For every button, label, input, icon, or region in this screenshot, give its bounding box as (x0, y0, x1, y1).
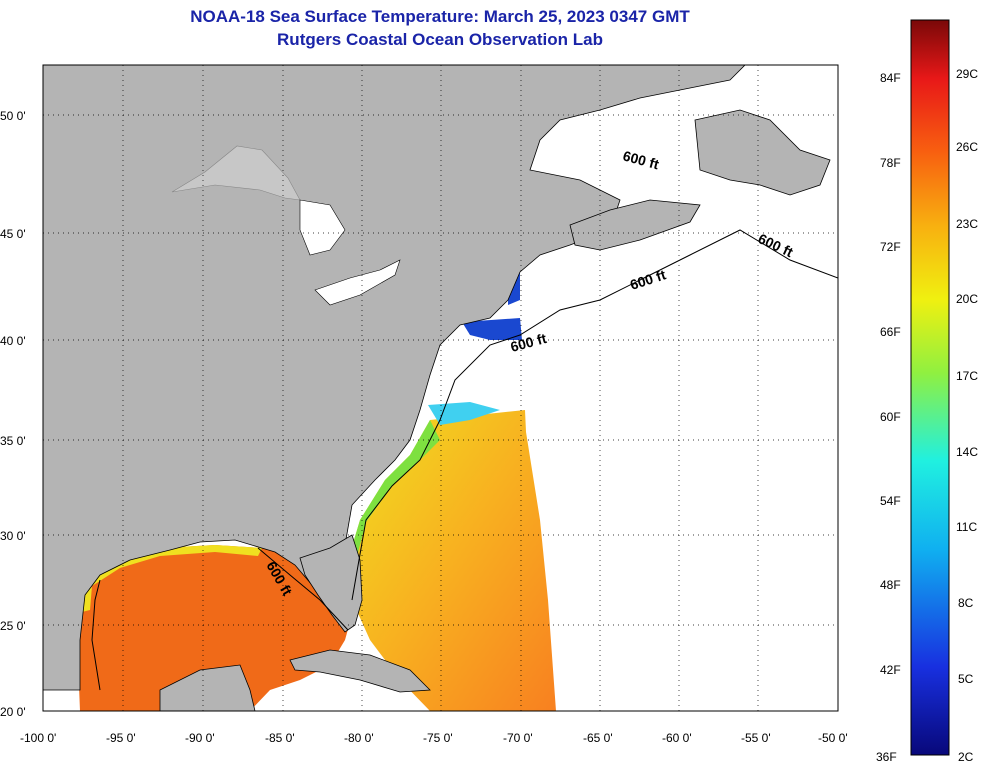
lat-tick-label: 20 0' (0, 705, 26, 719)
colorbar-c-label: 11C (956, 520, 977, 534)
colorbar-c-label: 23C (956, 217, 978, 231)
colorbar-c-label: 8C (958, 596, 974, 610)
gulfstream-cool-patch (428, 402, 500, 425)
lon-tick-label: -80 0' (344, 731, 374, 745)
plot-frame (42, 64, 839, 712)
lon-tick-label: -50 0' (818, 731, 848, 745)
lon-axis: -100 0' -95 0' -90 0' -85 0' -80 0' -75 … (20, 731, 848, 745)
colorbar-f-label: 66F (880, 325, 901, 339)
cuba-land (289, 649, 431, 693)
colorbar-c-label: 17C (956, 369, 978, 383)
lon-tick-label: -75 0' (423, 731, 453, 745)
lon-tick-label: -95 0' (106, 731, 136, 745)
colorbar-f-label: 42F (880, 663, 901, 677)
lat-tick-label: 25 0' (0, 619, 26, 633)
lon-tick-label: -55 0' (741, 731, 771, 745)
lon-tick-label: -60 0' (662, 731, 692, 745)
lake-superior-rim (171, 145, 301, 201)
cold-water-patch (462, 318, 522, 340)
colorbar-gradient (910, 19, 950, 756)
colorbar-f-label: 54F (880, 494, 901, 508)
lat-axis: 50 0' 45 0' 40 0' 35 0' 30 0' 25 0' 20 0… (0, 109, 26, 719)
lon-tick-label: -100 0' (20, 731, 56, 745)
colorbar: 84F 78F 72F 66F 60F 54F 48F 42F 36F 29C … (876, 19, 978, 764)
florida-land (299, 534, 363, 633)
colorbar-c-label: 2C (958, 750, 974, 764)
isobath-contour (91, 229, 838, 691)
lon-tick-label: -65 0' (583, 731, 613, 745)
yucatan-land (159, 664, 256, 711)
colorbar-f-label: 84F (880, 71, 901, 85)
colorbar-f-label: 60F (880, 410, 901, 424)
lon-tick-label: -85 0' (265, 731, 295, 745)
colorbar-c-label: 29C (956, 67, 978, 81)
colorbar-f-label: 78F (880, 156, 901, 170)
atlantic-sst (348, 410, 556, 711)
map-title: NOAA-18 Sea Surface Temperature: March 2… (190, 7, 690, 26)
lat-tick-label: 40 0' (0, 334, 26, 348)
colorbar-f-label: 72F (880, 240, 901, 254)
gulf-sst (78, 545, 350, 711)
colorbar-c-label: 5C (958, 672, 974, 686)
lat-tick-label: 45 0' (0, 227, 26, 241)
lat-tick-label: 30 0' (0, 529, 26, 543)
colorbar-f-label: 36F (876, 750, 897, 764)
lon-tick-label: -90 0' (185, 731, 215, 745)
lake-erie-ontario (314, 259, 401, 306)
colorbar-c-label: 26C (956, 140, 978, 154)
lon-tick-label: -70 0' (503, 731, 533, 745)
colorbar-c-label: 14C (956, 445, 978, 459)
colorbar-f-label: 48F (880, 578, 901, 592)
north-america-land (43, 65, 746, 691)
lat-tick-label: 35 0' (0, 434, 26, 448)
colorbar-c-label: 20C (956, 292, 978, 306)
newfoundland-land (694, 109, 831, 196)
lat-tick-label: 50 0' (0, 109, 26, 123)
nova-scotia-land (569, 199, 701, 251)
lake-huron (299, 199, 346, 256)
map-subtitle: Rutgers Coastal Ocean Observation Lab (277, 30, 603, 49)
